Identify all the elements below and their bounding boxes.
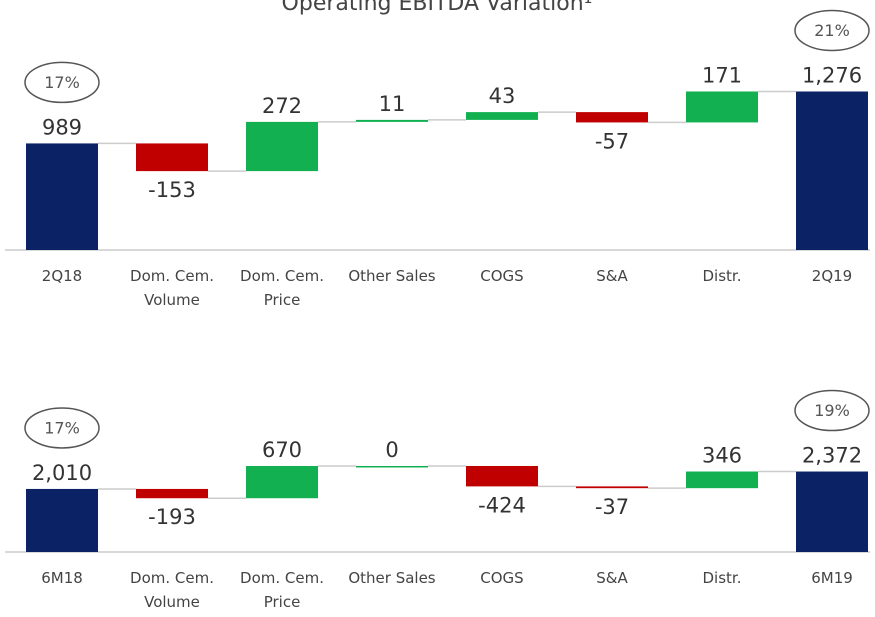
x-tick-label: S&A xyxy=(596,569,628,587)
value-label: -424 xyxy=(478,493,526,517)
margin-label: 17% xyxy=(44,73,80,92)
x-tick-label: Distr. xyxy=(702,569,742,587)
x-tick-label: Dom. Cem. Price xyxy=(240,569,324,611)
value-label: 11 xyxy=(379,92,406,116)
bar xyxy=(576,486,648,489)
x-tick-label: 2Q19 xyxy=(811,267,853,285)
category-label: Dom. Cem. Volume xyxy=(130,267,214,309)
margin-ellipse xyxy=(794,9,870,52)
value-label: -57 xyxy=(595,129,629,153)
category-label: 2Q18 xyxy=(41,267,83,285)
x-tick-label: Dom. Cem. Volume xyxy=(130,267,214,309)
x-tick-label: 6M18 xyxy=(41,569,83,587)
category-label: Dom. Cem. Volume xyxy=(130,569,214,611)
value-label: 43 xyxy=(489,84,516,108)
value-label: 2,372 xyxy=(802,444,862,468)
value-label: -37 xyxy=(595,495,629,519)
bar xyxy=(686,471,758,489)
margin-ellipse xyxy=(794,389,870,432)
bar xyxy=(796,91,868,250)
value-label: 171 xyxy=(702,63,742,87)
x-tick-label: COGS xyxy=(480,569,524,587)
bar xyxy=(246,465,318,499)
bar xyxy=(26,488,98,552)
x-tick-label: Other Sales xyxy=(348,569,436,587)
value-label: 989 xyxy=(42,115,82,139)
category-label: COGS xyxy=(480,569,524,587)
category-label: Other Sales xyxy=(348,267,436,285)
margin-label: 19% xyxy=(814,401,850,420)
chart-title: Operating EBITDA Variation¹ xyxy=(282,0,593,16)
margin-label: 21% xyxy=(814,21,850,40)
value-label: -153 xyxy=(148,178,196,202)
category-label: Distr. xyxy=(702,267,742,285)
margin-ellipse xyxy=(24,61,100,104)
value-label: 346 xyxy=(702,444,742,468)
bar xyxy=(136,488,208,499)
bar xyxy=(466,112,538,120)
category-label: S&A xyxy=(596,569,628,587)
x-tick-label: S&A xyxy=(596,267,628,285)
bar xyxy=(356,465,428,468)
category-label: Dom. Cem. Price xyxy=(240,267,324,309)
x-tick-label: COGS xyxy=(480,267,524,285)
value-label: 1,276 xyxy=(802,63,862,87)
x-tick-label: 2Q18 xyxy=(41,267,83,285)
category-label: Other Sales xyxy=(348,569,436,587)
margin-label: 17% xyxy=(44,418,80,437)
category-label: Dom. Cem. Price xyxy=(240,569,324,611)
value-label: 670 xyxy=(262,438,302,462)
category-label: Distr. xyxy=(702,569,742,587)
bar xyxy=(466,465,538,487)
value-label: 272 xyxy=(262,94,302,118)
x-tick-label: Other Sales xyxy=(348,267,436,285)
bar xyxy=(136,143,208,172)
category-label: 2Q19 xyxy=(811,267,853,285)
x-tick-label: Dom. Cem. Volume xyxy=(130,569,214,611)
bar xyxy=(246,121,318,172)
x-tick-label: 6M19 xyxy=(811,569,853,587)
category-label: S&A xyxy=(596,267,628,285)
bar xyxy=(576,112,648,123)
margin-ellipse xyxy=(24,407,100,449)
x-tick-label: Distr. xyxy=(702,267,742,285)
category-label: 6M18 xyxy=(41,569,83,587)
category-label: 6M19 xyxy=(811,569,853,587)
value-label: 2,010 xyxy=(32,461,92,485)
bar xyxy=(796,471,868,552)
value-label: 0 xyxy=(385,438,398,462)
bar xyxy=(686,91,758,123)
value-label: -193 xyxy=(148,505,196,529)
bar xyxy=(26,143,98,250)
bar xyxy=(356,119,428,122)
category-label: COGS xyxy=(480,267,524,285)
x-tick-label: Dom. Cem. Price xyxy=(240,267,324,309)
